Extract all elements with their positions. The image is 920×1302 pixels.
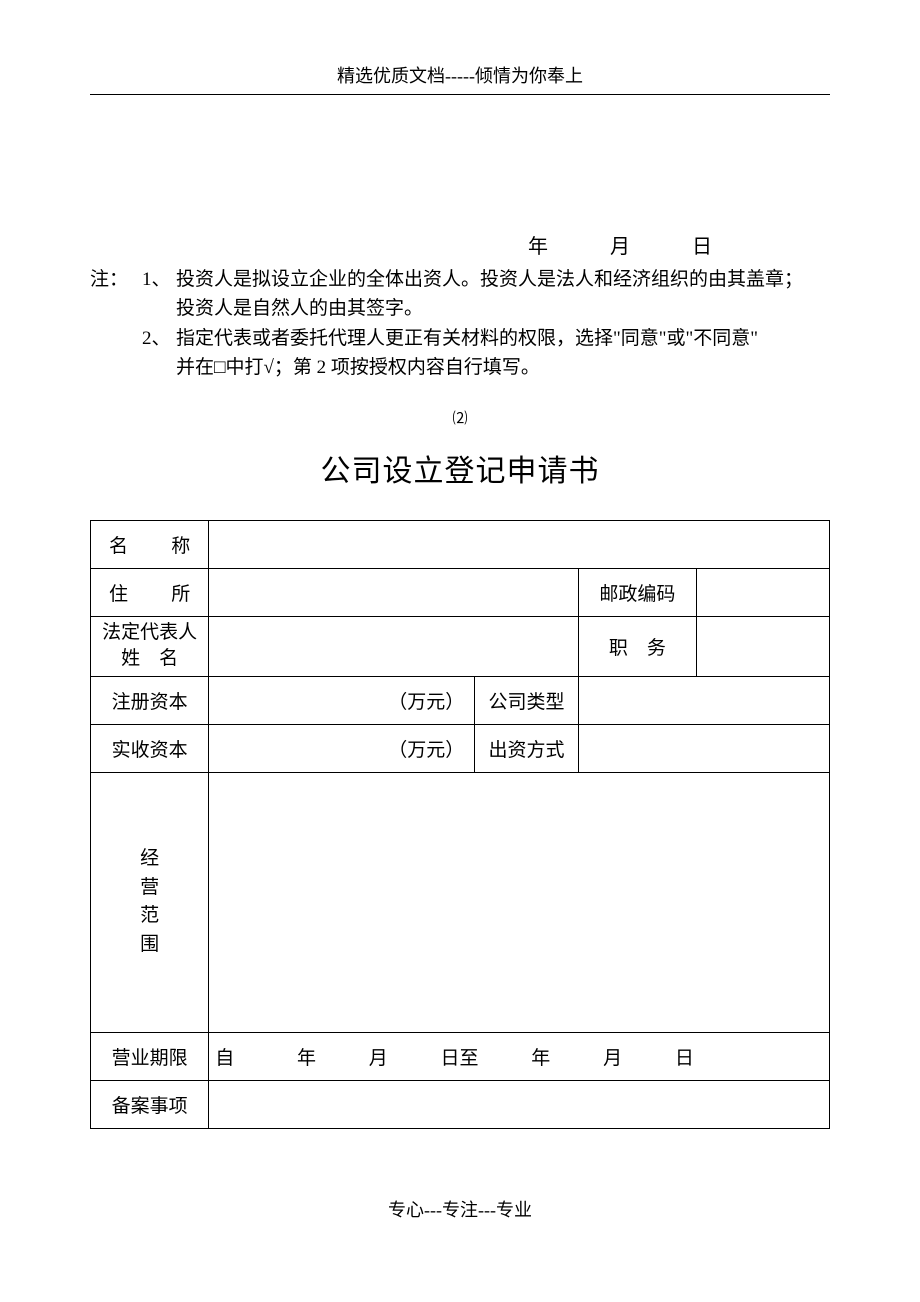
row-name: 名 称	[91, 520, 830, 568]
value-period: 自 年 月 日至 年 月 日	[209, 1032, 830, 1080]
page-footer: 专心---专注---专业	[0, 1196, 920, 1222]
label-name: 名 称	[91, 520, 209, 568]
value-reg-capital: （万元）	[209, 676, 475, 724]
value-name	[209, 520, 830, 568]
label-scope: 经 营 范 围	[91, 772, 209, 1032]
note-2-line-2: 并在□中打√；第 2 项按授权内容自行填写。	[176, 353, 830, 382]
row-legal-rep: 法定代表人 姓 名 职 务	[91, 616, 830, 676]
value-postal	[696, 568, 829, 616]
date-line: 年 月 日	[90, 230, 830, 259]
row-address: 住 所 邮政编码	[91, 568, 830, 616]
date-year: 年	[528, 230, 548, 259]
date-month: 月	[610, 230, 630, 259]
value-company-type	[578, 676, 829, 724]
label-address: 住 所	[91, 568, 209, 616]
page-header: 精选优质文档-----倾情为你奉上	[0, 0, 920, 88]
label-legal-rep: 法定代表人 姓 名	[91, 616, 209, 676]
header-rule	[90, 94, 830, 95]
content-area: 年 月 日 注： 1、 投资人是拟设立企业的全体出资人。投资人是法人和经济组织的…	[0, 230, 920, 1129]
value-legal-rep	[209, 616, 578, 676]
form-title: 公司设立登记申请书	[90, 446, 830, 490]
value-scope	[209, 772, 830, 1032]
note-2-line-1: 指定代表或者委托代理人更正有关材料的权限，选择"同意"或"不同意"	[176, 324, 830, 353]
note-1-num: 1、	[142, 265, 176, 294]
label-reg-capital: 注册资本	[91, 676, 209, 724]
notes-block: 注： 1、 投资人是拟设立企业的全体出资人。投资人是法人和经济组织的由其盖章； …	[90, 265, 830, 383]
label-position: 职 务	[578, 616, 696, 676]
note-2-num: 2、	[142, 324, 176, 353]
date-day: 日	[692, 230, 712, 259]
value-filing	[209, 1080, 830, 1128]
notes-label: 注：	[90, 265, 142, 294]
page-marker: ⑵	[90, 407, 830, 428]
value-contribution	[578, 724, 829, 772]
application-form: 名 称 住 所 邮政编码 法定代表人 姓 名 职 务 注册资本 （万元） 公司类…	[90, 520, 830, 1129]
label-postal: 邮政编码	[578, 568, 696, 616]
label-period: 营业期限	[91, 1032, 209, 1080]
label-company-type: 公司类型	[475, 676, 578, 724]
label-paid-capital: 实收资本	[91, 724, 209, 772]
value-paid-capital: （万元）	[209, 724, 475, 772]
row-filing: 备案事项	[91, 1080, 830, 1128]
label-contribution: 出资方式	[475, 724, 578, 772]
row-period: 营业期限 自 年 月 日至 年 月 日	[91, 1032, 830, 1080]
value-address	[209, 568, 578, 616]
row-paid-capital: 实收资本 （万元） 出资方式	[91, 724, 830, 772]
row-reg-capital: 注册资本 （万元） 公司类型	[91, 676, 830, 724]
value-position	[696, 616, 829, 676]
row-scope: 经 营 范 围	[91, 772, 830, 1032]
note-1-line-1: 投资人是拟设立企业的全体出资人。投资人是法人和经济组织的由其盖章；	[176, 265, 830, 294]
label-filing: 备案事项	[91, 1080, 209, 1128]
note-1-line-2: 投资人是自然人的由其签字。	[176, 294, 830, 323]
